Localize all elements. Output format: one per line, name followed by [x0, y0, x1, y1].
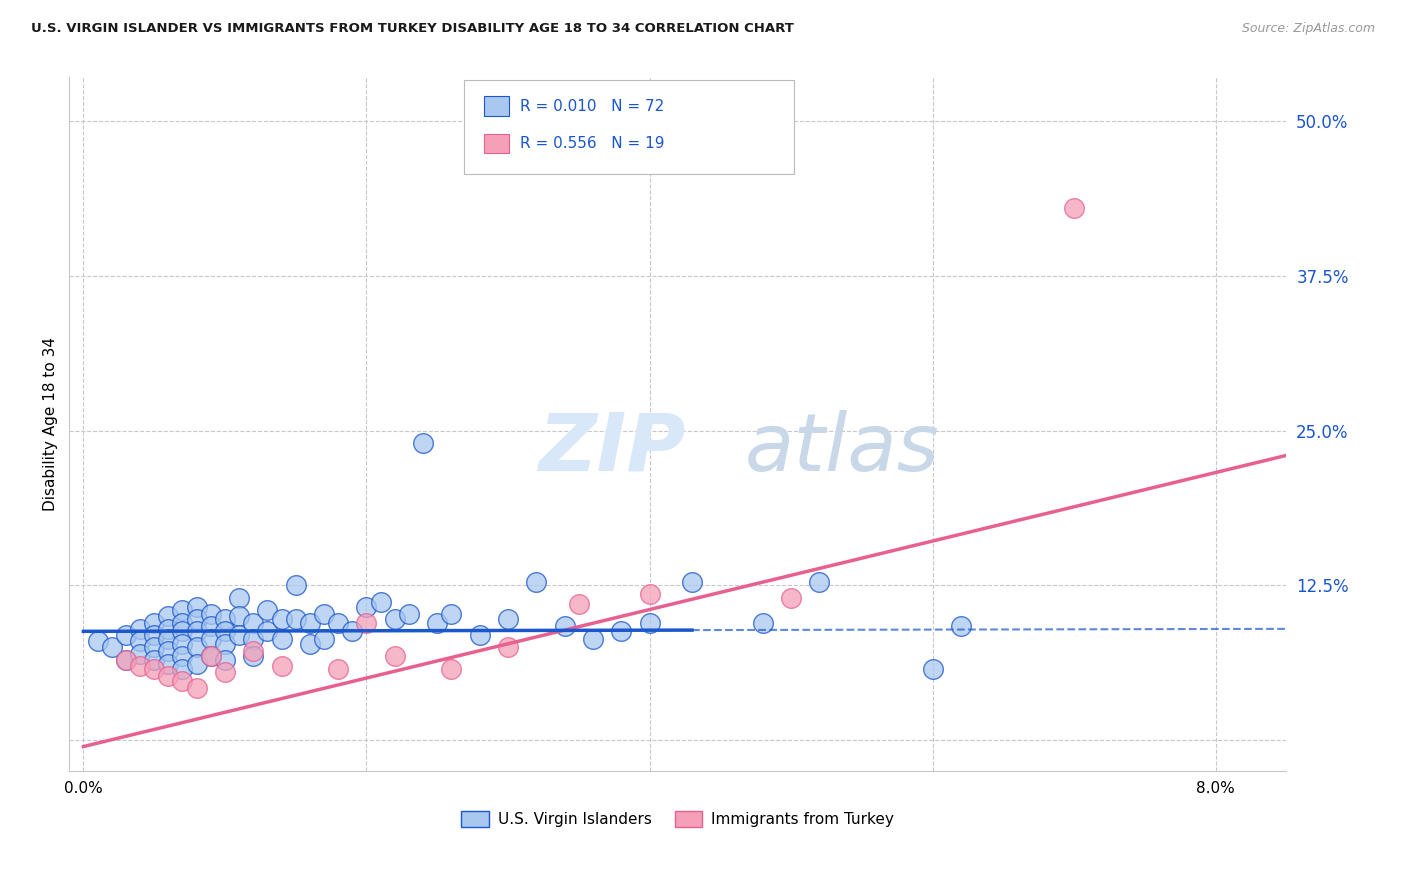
- Point: [172, 661, 194, 675]
- Point: [143, 640, 166, 655]
- Point: [284, 612, 307, 626]
- Point: [384, 649, 406, 664]
- Point: [129, 622, 152, 636]
- Point: [242, 649, 264, 664]
- Point: [356, 615, 378, 630]
- Point: [370, 594, 392, 608]
- Point: [496, 640, 519, 655]
- Point: [228, 609, 250, 624]
- Point: [186, 612, 208, 626]
- Point: [426, 615, 449, 630]
- Point: [298, 637, 321, 651]
- Point: [610, 624, 633, 639]
- Point: [186, 599, 208, 614]
- Point: [468, 628, 491, 642]
- Point: [172, 603, 194, 617]
- Point: [256, 603, 278, 617]
- Point: [242, 644, 264, 658]
- Point: [524, 574, 547, 589]
- Point: [157, 609, 180, 624]
- Text: U.S. VIRGIN ISLANDER VS IMMIGRANTS FROM TURKEY DISABILITY AGE 18 TO 34 CORRELATI: U.S. VIRGIN ISLANDER VS IMMIGRANTS FROM …: [31, 22, 794, 36]
- Point: [242, 615, 264, 630]
- Legend: U.S. Virgin Islanders, Immigrants from Turkey: U.S. Virgin Islanders, Immigrants from T…: [456, 805, 900, 833]
- Point: [143, 628, 166, 642]
- Point: [681, 574, 703, 589]
- Point: [284, 578, 307, 592]
- Point: [808, 574, 831, 589]
- Point: [638, 587, 661, 601]
- Point: [214, 665, 236, 680]
- Point: [186, 640, 208, 655]
- Point: [200, 619, 222, 633]
- Point: [228, 591, 250, 605]
- Point: [143, 653, 166, 667]
- Text: Source: ZipAtlas.com: Source: ZipAtlas.com: [1241, 22, 1375, 36]
- Point: [172, 615, 194, 630]
- Point: [298, 615, 321, 630]
- Point: [256, 624, 278, 639]
- Point: [200, 607, 222, 621]
- Point: [228, 628, 250, 642]
- Point: [242, 632, 264, 646]
- Point: [568, 597, 591, 611]
- Point: [200, 649, 222, 664]
- Point: [172, 649, 194, 664]
- Point: [172, 673, 194, 688]
- Point: [186, 681, 208, 696]
- Point: [200, 632, 222, 646]
- Point: [214, 612, 236, 626]
- Point: [384, 612, 406, 626]
- Point: [86, 634, 108, 648]
- Point: [440, 661, 463, 675]
- Point: [172, 624, 194, 639]
- Point: [143, 615, 166, 630]
- Point: [270, 632, 292, 646]
- Point: [312, 607, 335, 621]
- Point: [921, 661, 943, 675]
- Point: [157, 632, 180, 646]
- Point: [270, 659, 292, 673]
- Point: [143, 661, 166, 675]
- Point: [496, 612, 519, 626]
- Point: [356, 599, 378, 614]
- Point: [157, 669, 180, 683]
- Text: ZIP: ZIP: [538, 409, 685, 488]
- Point: [214, 637, 236, 651]
- Text: R = 0.010   N = 72: R = 0.010 N = 72: [520, 99, 665, 113]
- Text: R = 0.556   N = 19: R = 0.556 N = 19: [520, 136, 665, 151]
- Point: [100, 640, 122, 655]
- Point: [554, 619, 576, 633]
- Point: [200, 649, 222, 664]
- Point: [949, 619, 972, 633]
- Point: [157, 657, 180, 671]
- Point: [214, 653, 236, 667]
- Text: atlas: atlas: [745, 409, 939, 488]
- Point: [186, 657, 208, 671]
- Point: [342, 624, 364, 639]
- Point: [328, 615, 350, 630]
- Point: [115, 653, 138, 667]
- Point: [186, 624, 208, 639]
- Point: [129, 659, 152, 673]
- Point: [157, 622, 180, 636]
- Point: [129, 647, 152, 661]
- Point: [157, 644, 180, 658]
- Y-axis label: Disability Age 18 to 34: Disability Age 18 to 34: [44, 337, 58, 511]
- Point: [328, 661, 350, 675]
- Point: [440, 607, 463, 621]
- Point: [398, 607, 420, 621]
- Point: [115, 653, 138, 667]
- Point: [412, 436, 434, 450]
- Point: [172, 637, 194, 651]
- Point: [638, 615, 661, 630]
- Point: [312, 632, 335, 646]
- Point: [780, 591, 803, 605]
- Point: [214, 624, 236, 639]
- Point: [582, 632, 605, 646]
- Point: [1063, 201, 1085, 215]
- Point: [129, 634, 152, 648]
- Point: [270, 612, 292, 626]
- Point: [115, 628, 138, 642]
- Point: [752, 615, 775, 630]
